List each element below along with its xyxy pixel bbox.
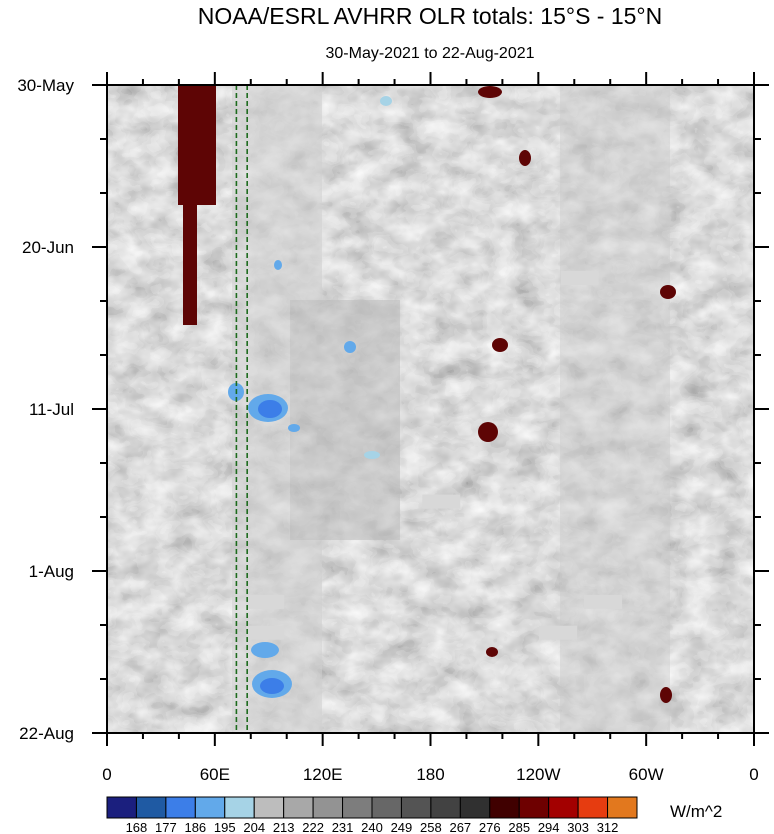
colorbar-swatch: [342, 796, 373, 819]
colorbar-swatch: [577, 796, 609, 819]
colorbar-swatch: [253, 796, 285, 819]
colorbar: 168 177 186 195 204 213 222 231 240 249 258 267 276 2…: [106, 796, 638, 834]
x-tick-label: 180: [416, 765, 444, 784]
convection-band-east-pacific: [560, 85, 670, 733]
colorbar-level-label: 231: [332, 820, 354, 834]
colorbar-level-label: 168: [126, 820, 148, 834]
x-axis: 0 60E 120E 180 120W 60W 0: [102, 72, 759, 784]
colorbar-swatch: [194, 796, 226, 819]
chart-title: NOAA/ESRL AVHRR OLR totals: 15°S - 15°N: [198, 3, 663, 29]
x-tick-label: 120E: [303, 765, 343, 784]
colorbar-swatch: [430, 796, 461, 819]
missing-data-patch: [560, 270, 599, 285]
colorbar-level-label: 294: [538, 820, 560, 834]
colorbar-level-label: 240: [361, 820, 383, 834]
missing-data-patch: [539, 625, 578, 640]
colorbar-level-label: 195: [214, 820, 236, 834]
colorbar-swatch: [106, 796, 137, 819]
y-tick-label: 1-Aug: [29, 562, 74, 581]
y-tick-label: 20-Jun: [22, 238, 74, 257]
colorbar-swatch: [548, 796, 579, 819]
chart-subtitle: 30-May-2021 to 22-Aug-2021: [325, 45, 534, 62]
colorbar-level-label: 177: [155, 820, 177, 834]
y-axis: 30-May 20-Jun 11-Jul 1-Aug 22-Aug: [17, 76, 769, 743]
colorbar-unit-label: W/m^2: [670, 802, 722, 821]
colorbar-swatch: [459, 796, 491, 819]
high-olr-dry-region: [178, 85, 676, 703]
missing-data-patch: [246, 625, 285, 640]
missing-data-patch: [422, 494, 461, 509]
missing-data-patch: [246, 594, 285, 609]
colorbar-level-label: 312: [597, 820, 619, 834]
y-tick-label: 11-Jul: [29, 400, 74, 419]
x-tick-label: 120W: [516, 765, 560, 784]
colorbar-swatch: [518, 796, 550, 819]
colorbar-level-label: 213: [273, 820, 295, 834]
colorbar-level-label: 222: [302, 820, 324, 834]
x-tick-label: 60E: [200, 765, 230, 784]
colorbar-level-label: 267: [449, 820, 471, 834]
reference-lines: [235, 85, 248, 733]
colorbar-swatch: [135, 796, 167, 819]
missing-data-patch: [584, 594, 623, 609]
colorbar-level-label: 285: [508, 820, 530, 834]
colorbar-swatch: [400, 796, 432, 819]
colorbar-swatch: [489, 796, 520, 819]
colorbar-swatch: [165, 796, 196, 819]
colorbar-level-label: 276: [479, 820, 501, 834]
colorbar-level-label: 303: [567, 820, 589, 834]
x-tick-label: 60W: [629, 765, 664, 784]
low-olr-deep-convection: [228, 96, 392, 698]
colorbar-level-label: 249: [391, 820, 413, 834]
y-tick-label: 30-May: [17, 76, 74, 95]
y-tick-label: 22-Aug: [19, 724, 74, 743]
x-tick-label: 0: [102, 765, 111, 784]
colorbar-swatch: [312, 796, 344, 819]
colorbar-level-label: 258: [420, 820, 442, 834]
colorbar-swatch: [224, 796, 255, 819]
missing-data-patches: [246, 270, 623, 640]
colorbar-swatch: [607, 796, 638, 819]
plot-area: [107, 85, 754, 733]
x-tick-label: 0: [749, 765, 758, 784]
colorbar-swatch: [283, 796, 314, 819]
colorbar-swatch: [371, 796, 402, 819]
colorbar-level-label: 186: [184, 820, 206, 834]
colorbar-level-label: 204: [243, 820, 265, 834]
